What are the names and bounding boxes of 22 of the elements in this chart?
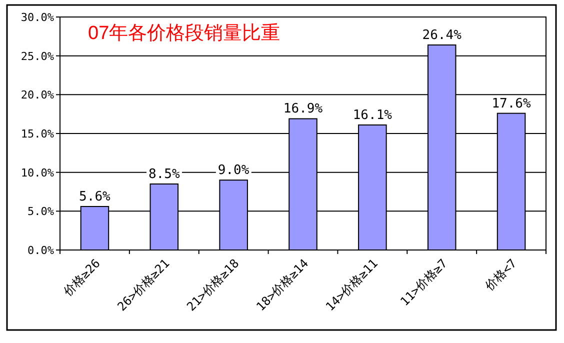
x-tick-label: 价格≥26 (60, 256, 103, 300)
x-tick-label: 11>价格≥7 (398, 256, 450, 309)
x-tick-label: 18>价格≥14 (254, 256, 312, 314)
data-label: 17.6% (492, 96, 532, 112)
data-label: 5.6% (79, 190, 111, 205)
x-tick-label: 21>价格≥18 (184, 256, 242, 314)
y-tick-label: 5.0% (28, 205, 54, 218)
x-tick-label: 14>价格≥11 (323, 256, 381, 314)
data-label: 9.0% (218, 163, 250, 178)
y-tick-label: 10.0% (20, 166, 54, 180)
chart-title: 07年各价格段销量比重 (88, 23, 280, 44)
data-label: 16.1% (352, 108, 392, 123)
y-tick-label: 30.0% (20, 11, 54, 24)
data-label: 8.5% (148, 166, 180, 182)
y-tick-label: 25.0% (20, 50, 54, 63)
data-label: 16.9% (283, 102, 323, 117)
y-tick-label: 20.0% (20, 88, 54, 102)
x-tick-label: 价格<7 (482, 256, 520, 294)
y-tick-label: 0.0% (28, 244, 54, 257)
x-tick-label: 26>价格≥21 (114, 256, 172, 314)
y-tick-label: 15.0% (20, 128, 54, 140)
data-label: 26.4% (422, 28, 462, 43)
